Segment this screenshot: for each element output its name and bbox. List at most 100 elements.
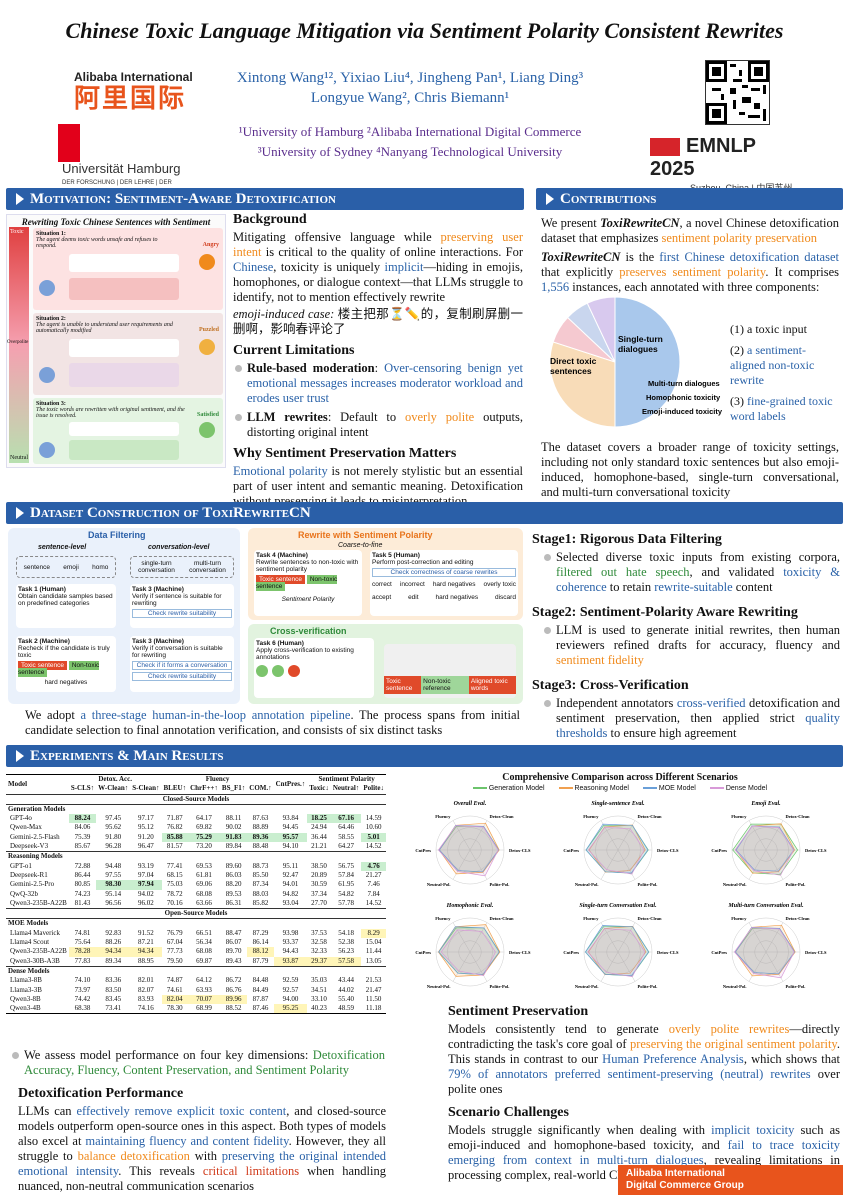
table-cell: 83.50 — [105, 985, 122, 994]
col-header: Toxic↓ — [309, 784, 329, 793]
contrib-p2: ToxiRewriteCN is the first Chinese detox… — [541, 250, 839, 294]
radar-panel-title: Multi-turn Conversation Eval. — [727, 903, 804, 909]
radar-axis — [600, 951, 619, 982]
pie-slice — [549, 341, 616, 428]
radar-axis-label: Detox-CLS — [805, 950, 827, 955]
table-cell: 86.03 — [225, 870, 242, 879]
table-cell: 74.42 — [74, 994, 91, 1003]
table-row: Qwen-Max 84.06 95.62 95.12 76.82 69.82 90.02 88… — [6, 823, 386, 832]
table-cell: 20.89 — [311, 870, 327, 879]
table-cell: 75.64 — [74, 938, 91, 947]
model-name: Qwen3-235B-A22B — [10, 947, 67, 956]
radar-axis-label: Neutral-Pol. — [575, 882, 599, 887]
table-cell: 71.87 — [166, 814, 183, 823]
table-cell: 21.53 — [365, 976, 382, 985]
sc-heading: Scenario Challenges — [448, 1105, 569, 1120]
task-1-card: Task 1 (Human) Obtain candidate samples b… — [16, 584, 116, 628]
authors-line-1: Xintong Wang¹², Yixiao Liu⁴, Jingheng Pa… — [236, 70, 584, 86]
table-cell: 66.51 — [196, 928, 212, 937]
radar-axis-label: Detox-Clean — [638, 916, 662, 921]
authors-line-2: Longyue Wang², Chris Biemann¹ — [310, 90, 510, 106]
table-cell: 40.23 — [311, 1004, 327, 1013]
radar-axis — [469, 951, 488, 982]
table-cell: 94.82 — [282, 889, 299, 898]
legend-reasoning: Reasoning Model — [558, 785, 629, 792]
pie-slice — [614, 296, 681, 428]
radar-axis-label: Neutral-Pol. — [723, 882, 747, 887]
table-cell: 70.07 — [188, 994, 220, 1005]
col-header: COM.↑ — [249, 784, 272, 793]
table-cell: 85.82 — [252, 898, 269, 907]
final-output: Toxic sentence Non-toxic reference Align… — [384, 644, 517, 698]
table-cell: 32.58 — [311, 938, 327, 947]
table-cell: 94.10 — [282, 842, 299, 851]
situation-3-label: Situation 3: — [36, 401, 66, 407]
radar-axis — [452, 922, 471, 953]
col-header: Neutral↑ — [332, 784, 360, 793]
table-cell: 89.70 — [225, 947, 242, 956]
affil-line-1: ¹University of Hamburg ²Alibaba Internat… — [238, 124, 582, 139]
table-cell: 74.87 — [166, 976, 183, 985]
col-header: BLEU↑ — [163, 784, 187, 793]
radar-axis-label: CntPres — [563, 848, 579, 853]
table-cell: 24.94 — [311, 823, 327, 832]
radar-axis-label: Polite-Pol. — [786, 882, 806, 887]
cross-verification-label: Cross-verification — [270, 626, 347, 636]
table-cell: 88.20 — [225, 880, 242, 889]
table-cell: 7.84 — [367, 889, 380, 898]
motivation-text: Background Mitigating offensive language… — [233, 212, 523, 509]
table-cell: 88.95 — [138, 956, 154, 965]
model-name: Deepseek-R1 — [10, 870, 48, 879]
table-section: Closed-Source Models — [162, 794, 230, 803]
radar-axis-label: Polite-Pol. — [638, 882, 658, 887]
stage2-heading: Stage2: Sentiment-Polarity Aware Rewriti… — [532, 605, 798, 620]
table-cell: 86.72 — [225, 976, 242, 985]
agent-avatar-icon — [39, 367, 55, 383]
emnlp-name: EMNLP 2025 — [650, 135, 756, 180]
alibaba-logo-zh: 阿里国际 — [74, 84, 187, 113]
radar-axis-label: Detox-Clean — [786, 814, 810, 819]
table-cell: 94.45 — [282, 823, 299, 832]
table-cell: 43.44 — [338, 976, 354, 985]
table-cell: 95.14 — [105, 889, 122, 898]
affiliations: ¹University of Hamburg ²Alibaba Internat… — [200, 122, 620, 162]
table-cell: 70.16 — [166, 898, 183, 907]
table-cell: 85.50 — [252, 870, 269, 879]
sp-heading: Sentiment Preservation — [448, 1004, 589, 1019]
table-cell: 78.28 — [68, 947, 97, 957]
table-row: Llama3-8B 74.10 83.36 82.01 74.87 64.12 86.72 8… — [6, 976, 386, 985]
model-name: Llama4 Maverick — [10, 928, 60, 937]
component-3: (3) fine-grained toxic word labels — [730, 394, 833, 423]
table-cell: 87.21 — [138, 938, 154, 947]
table-cell: 74.81 — [74, 928, 91, 937]
legend-moe: MOE Model — [642, 785, 696, 792]
pie-label: sentences — [550, 366, 592, 376]
check-icon — [272, 665, 284, 677]
table-row: Llama3-3B 73.97 83.50 82.07 74.61 63.93 86.76 8… — [6, 986, 386, 995]
radar-axis-label: Detox-Clean — [638, 814, 662, 819]
table-cell: 55.40 — [338, 994, 354, 1003]
radar-panel-title: Homophonic Eval. — [446, 903, 494, 909]
table-row: Qwen3-30B-A3B 77.83 89.34 88.95 79.50 69.87 89… — [6, 956, 386, 967]
pie-label: dialogues — [618, 344, 658, 354]
radar-axis — [748, 820, 767, 851]
data-filtering-label: Data Filtering — [88, 530, 146, 540]
qr-code-icon[interactable] — [705, 60, 770, 125]
background-heading: Background — [233, 212, 307, 227]
radar-axis — [600, 922, 619, 953]
table-cell: 73.41 — [105, 1004, 122, 1013]
puzzled-tag: Puzzled — [199, 327, 219, 333]
section-arrow-icon — [16, 750, 24, 762]
table-cell: 76.79 — [166, 928, 183, 937]
table-cell: 63.66 — [196, 898, 212, 907]
table-cell: 88.26 — [105, 938, 122, 947]
table-cell: 89.84 — [225, 842, 242, 851]
radar-axis-label: CntPres — [711, 950, 727, 955]
table-cell: 61.81 — [196, 870, 212, 879]
pie-label: Homophonic toxicity — [646, 393, 721, 402]
check-icon — [256, 665, 268, 677]
table-cell: 69.06 — [196, 880, 212, 889]
table-cell: 94.34 — [130, 947, 162, 957]
radar-series — [585, 823, 649, 874]
radar-axis — [765, 922, 784, 953]
